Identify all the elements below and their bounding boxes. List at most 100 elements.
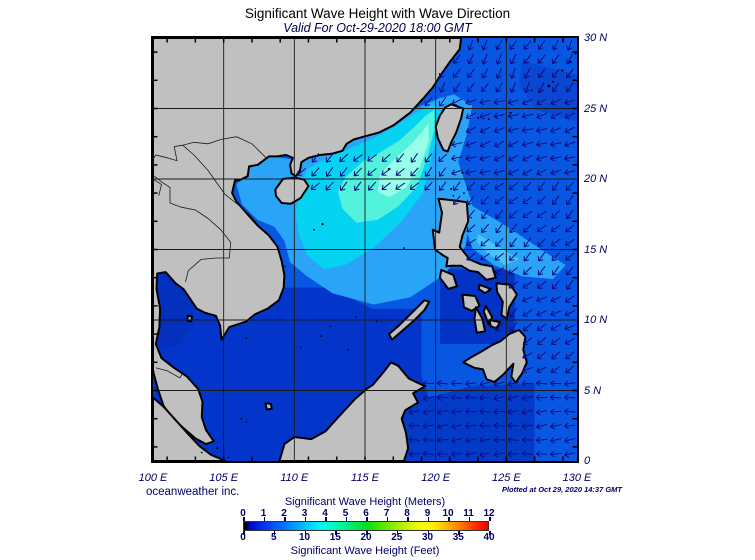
wave-arrow: [535, 408, 548, 416]
wave-arrow: [493, 380, 505, 388]
wave-arrow: [451, 437, 463, 444]
wave-arrow: [550, 310, 562, 317]
wave-arrow: [451, 423, 463, 430]
wave-arrow: [494, 252, 504, 261]
wave-arrow: [495, 223, 503, 234]
wave-arrow: [296, 167, 306, 176]
wave-arrow: [493, 169, 505, 176]
wave-arrow: [438, 82, 446, 93]
wave-arrow: [522, 98, 533, 106]
colorbar-tickmark: [386, 517, 388, 521]
wave-arrow: [521, 408, 533, 416]
island-dot-7: [452, 195, 455, 197]
country-border-2: [154, 175, 232, 282]
lon-label-115-E: 115 E: [351, 472, 379, 484]
country-border-0: [153, 136, 267, 162]
wave-arrow: [564, 380, 576, 387]
wave-arrow: [549, 394, 562, 401]
wave-arrow: [465, 394, 477, 401]
wave-arrow: [537, 337, 547, 346]
wave-arrow: [408, 450, 421, 458]
wave-arrow: [354, 181, 362, 192]
lat-label-15-N: 15 N: [584, 243, 608, 256]
wave-arrow: [536, 168, 547, 176]
wave-arrow: [466, 238, 476, 247]
wave-arrow: [536, 210, 547, 219]
colorbar-tick-8: 8: [404, 508, 410, 519]
wave-arrow: [339, 167, 348, 177]
wave-arrow: [508, 281, 519, 289]
wave-arrow: [551, 252, 560, 262]
wave-arrow: [422, 380, 435, 387]
wave-arrow: [564, 141, 576, 148]
wave-arrow: [550, 324, 561, 331]
wave-arrow: [508, 210, 518, 219]
land-borneo: [278, 361, 427, 461]
wave-arrow: [509, 237, 518, 248]
lat-label-25-N: 25 N: [584, 102, 608, 115]
wave-arrow: [325, 181, 334, 191]
wave-arrow: [480, 182, 490, 191]
wave-arrow: [436, 379, 449, 387]
wave-arrow: [479, 98, 491, 106]
colorbar-tickmark: [335, 531, 337, 535]
wave-arrow: [451, 380, 463, 387]
wave-arrow: [465, 169, 477, 176]
wave-arrow: [479, 168, 491, 176]
colorbar-tickmark: [427, 531, 429, 535]
wave-arrow: [465, 451, 477, 458]
wave-arrow: [495, 68, 502, 79]
wave-arrow: [537, 40, 546, 51]
wave-arrow: [550, 98, 561, 106]
colorbar-tick-6: 6: [363, 508, 369, 519]
lon-label-100-E: 100 E: [138, 472, 168, 484]
wave-arrow: [564, 422, 576, 430]
island-dot-33: [284, 265, 286, 268]
wave-arrow: [438, 96, 447, 107]
island-dot-23: [375, 320, 378, 323]
wave-arrow: [523, 82, 530, 93]
wave-arrow: [565, 252, 575, 261]
colorbar-tick-3: 3: [301, 508, 308, 519]
lon-label-110-E: 110 E: [280, 472, 309, 484]
wave-arrow: [495, 237, 504, 247]
wave-arrow: [465, 112, 477, 120]
wave-arrow: [493, 450, 505, 458]
wave-arrow: [494, 267, 505, 275]
island-dot-24: [329, 325, 332, 327]
wave-arrow: [479, 436, 491, 444]
colorbar-tickmark: [427, 517, 429, 521]
wave-arrow: [522, 210, 533, 219]
wave-arrow: [479, 140, 491, 148]
wave-arrow: [395, 182, 406, 190]
wave-arrow: [537, 82, 545, 93]
wave-arrow: [493, 394, 505, 402]
wave-arrow: [436, 408, 449, 416]
wave-arrow: [564, 295, 575, 303]
colorbar-tickmark: [448, 517, 450, 521]
wave-arrow: [507, 127, 519, 134]
wave-arrow: [550, 295, 561, 303]
wave-arrow: [551, 210, 561, 219]
wave-arrow: [409, 182, 420, 191]
wave-arrow: [339, 153, 349, 163]
wave-arrow: [523, 40, 532, 50]
wave-arrow: [550, 224, 561, 233]
land-phu-quoc: [186, 314, 193, 323]
wave-arrow: [523, 251, 532, 262]
lon-label-120-E: 120 E: [421, 472, 451, 484]
wave-arrow: [509, 82, 517, 93]
wave-arrow: [522, 281, 533, 289]
island-dot-5: [450, 187, 453, 190]
wave-arrow: [536, 296, 547, 303]
island-dot-25: [300, 346, 302, 349]
wave-arrow: [481, 53, 488, 65]
wave-arrow: [521, 112, 533, 120]
wave-arrow: [564, 126, 575, 134]
wave-arrow: [565, 266, 574, 276]
colorbar-tickmark: [243, 531, 245, 535]
wave-arrow: [565, 351, 575, 360]
wave-arrow: [494, 140, 505, 148]
wave-arrow: [481, 68, 489, 79]
